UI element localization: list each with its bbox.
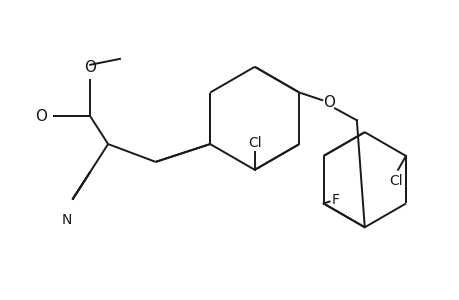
Text: Cl: Cl (247, 136, 261, 150)
Text: N: N (61, 213, 72, 227)
Text: O: O (84, 60, 96, 75)
Text: F: F (331, 193, 339, 206)
Text: Cl: Cl (388, 174, 402, 188)
Text: O: O (322, 95, 334, 110)
Text: O: O (34, 109, 46, 124)
